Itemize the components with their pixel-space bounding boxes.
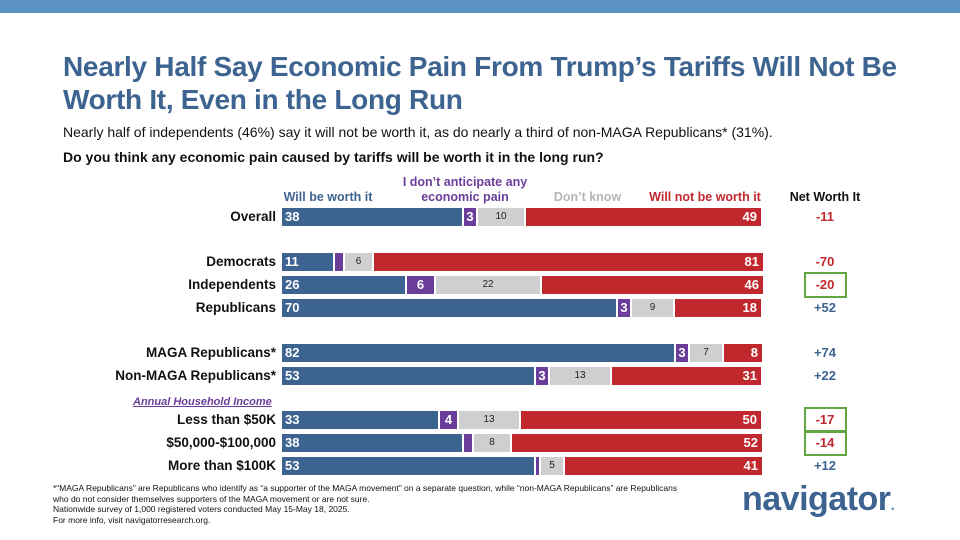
- net-value: +74: [813, 345, 837, 360]
- legend-dont-know: Don’t know: [553, 190, 622, 204]
- navigator-logo: navigator.: [742, 480, 895, 519]
- bar-segment-dk: 13: [459, 411, 521, 429]
- bar-segment-will: 26: [282, 276, 407, 294]
- bar-segment-not: 18: [675, 299, 761, 317]
- bar-segment-will: 33: [282, 411, 440, 429]
- footnote-methodology: Nationwide survey of 1,000 registered vo…: [53, 504, 350, 514]
- bar-segment-none: 3: [676, 344, 690, 362]
- bar-segment-dk: 6: [345, 253, 374, 271]
- income-section-label: Annual Household Income: [133, 396, 272, 408]
- bar-segment-will: 70: [282, 299, 618, 317]
- row-label: Overall: [230, 209, 276, 224]
- net-highlight-box: [804, 407, 847, 433]
- logo-text: navigator: [742, 480, 891, 518]
- net-worth-it-header: Net Worth It: [789, 190, 861, 204]
- bar-segment-not: 31: [612, 367, 761, 385]
- net-value: -70: [815, 254, 835, 269]
- top-accent-bar: [0, 0, 960, 13]
- bar-segment-not: 8: [724, 344, 762, 362]
- bar-segment-dk: 9: [632, 299, 675, 317]
- net-value: -11: [815, 209, 835, 224]
- footnote-more-info: For more info, visit navigatorresearch.o…: [53, 514, 211, 525]
- bar-segment-none: 3: [536, 367, 550, 385]
- bar-segment-will: 53: [282, 457, 536, 475]
- net-highlight-box: [804, 430, 847, 456]
- net-value: -14: [815, 435, 835, 450]
- bar-segment-dk: 8: [474, 434, 512, 452]
- legend-no-economic-pain: I don’t anticipate any economic pain: [402, 175, 528, 204]
- bar-segment-none: [464, 434, 474, 452]
- net-value: -17: [815, 412, 835, 427]
- bar-segment-dk: 13: [550, 367, 612, 385]
- legend-will-not-be-worth-it: Will not be worth it: [649, 190, 761, 204]
- bar-segment-dk: 5: [541, 457, 565, 475]
- bar-segment-will: 38: [282, 434, 464, 452]
- bar-segment-dk: 7: [690, 344, 724, 362]
- bar-segment-not: 46: [542, 276, 763, 294]
- net-value: +12: [813, 458, 837, 473]
- row-label: Independents: [188, 277, 276, 292]
- bar-segment-none: 4: [440, 411, 459, 429]
- net-value: +52: [813, 300, 837, 315]
- bar-segment-none: [536, 457, 541, 475]
- net-value: -20: [815, 277, 835, 292]
- bar-segment-will: 11: [282, 253, 335, 271]
- bar-segment-none: 3: [618, 299, 632, 317]
- bar-segment-none: 6: [407, 276, 436, 294]
- bar-segment-will: 53: [282, 367, 536, 385]
- row-label: Republicans: [195, 300, 276, 315]
- survey-question: Do you think any economic pain caused by…: [63, 149, 604, 165]
- bar-segment-not: 49: [526, 208, 761, 226]
- row-label: Democrats: [206, 254, 276, 269]
- row-label: MAGA Republicans*: [145, 345, 276, 360]
- bar-segment-dk: 10: [478, 208, 526, 226]
- page-title: Nearly Half Say Economic Pain From Trump…: [63, 51, 897, 115]
- row-label: More than $100K: [167, 458, 276, 473]
- subtitle: Nearly half of independents (46%) say it…: [63, 124, 773, 140]
- bar-segment-not: 41: [565, 457, 762, 475]
- bar-segment-will: 38: [282, 208, 464, 226]
- logo-dot: .: [890, 497, 895, 514]
- net-value: +22: [813, 368, 837, 383]
- row-label: Non-MAGA Republicans*: [115, 368, 276, 383]
- bar-segment-not: 81: [374, 253, 763, 271]
- bar-segment-none: 3: [464, 208, 478, 226]
- footnote-definition: *“MAGA Republicans” are Republicans who …: [53, 483, 678, 504]
- bar-segment-not: 50: [521, 411, 761, 429]
- bar-segment-not: 52: [512, 434, 762, 452]
- bar-segment-dk: 22: [436, 276, 542, 294]
- legend-will-be-worth-it: Will be worth it: [283, 190, 373, 204]
- row-label: $50,000-$100,000: [166, 435, 276, 450]
- row-label: Less than $50K: [176, 412, 276, 427]
- bar-segment-will: 82: [282, 344, 676, 362]
- bar-segment-none: [335, 253, 345, 271]
- net-highlight-box: [804, 272, 847, 298]
- footnote: *“MAGA Republicans” are Republicans who …: [53, 483, 693, 525]
